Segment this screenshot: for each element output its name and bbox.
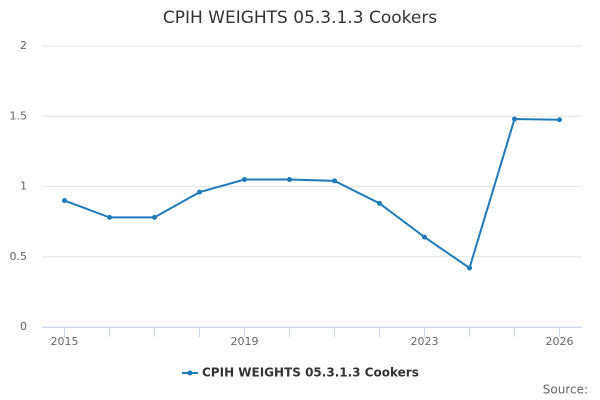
point: [242, 176, 247, 182]
point: [197, 189, 202, 195]
point: [377, 200, 382, 206]
x-tick-label: 2026: [546, 335, 574, 348]
chart-title: CPIH WEIGHTS 05.3.1.3 Cookers: [163, 8, 437, 28]
point: [512, 116, 517, 122]
legend-label: CPIH WEIGHTS 05.3.1.3 Cookers: [202, 366, 419, 380]
y-tick-label: 0.5: [10, 250, 28, 263]
source: Source:: [543, 383, 588, 397]
y-tick-label: 1: [20, 180, 27, 193]
point: [422, 234, 427, 240]
point: [62, 198, 67, 204]
point: [107, 214, 112, 220]
point: [332, 178, 337, 184]
series-line: [64, 118, 560, 270]
x-tick-label: 2015: [51, 335, 79, 348]
point: [467, 265, 472, 271]
y-tick-label: 2: [20, 39, 27, 52]
point: [557, 117, 562, 123]
point: [152, 214, 157, 220]
y-tick-label: 1.5: [10, 109, 28, 122]
legend-marker: [187, 370, 193, 376]
x-tick-label: 2019: [231, 335, 259, 348]
x-tick-label: 2023: [411, 335, 439, 348]
point: [287, 176, 292, 182]
y-tick-label: 0: [20, 320, 27, 333]
